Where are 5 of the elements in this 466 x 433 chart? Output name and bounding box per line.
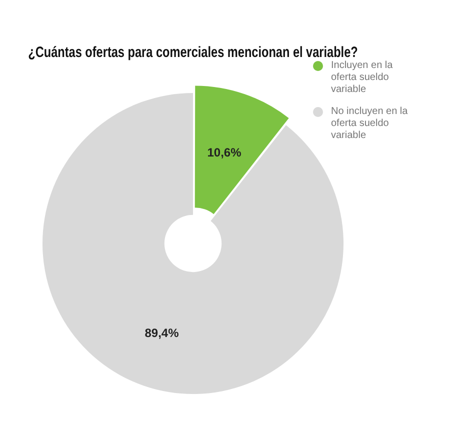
chart-title: ¿Cuántas ofertas para comerciales mencionan el variable?: [28, 44, 358, 60]
data-label: 89,4%: [144, 326, 180, 340]
legend-label: Incluyen en la oferta sueldo variable: [331, 60, 394, 96]
legend-label: No incluyen en la oferta sueldo variable: [331, 106, 409, 142]
data-label: 10,6%: [207, 145, 242, 160]
